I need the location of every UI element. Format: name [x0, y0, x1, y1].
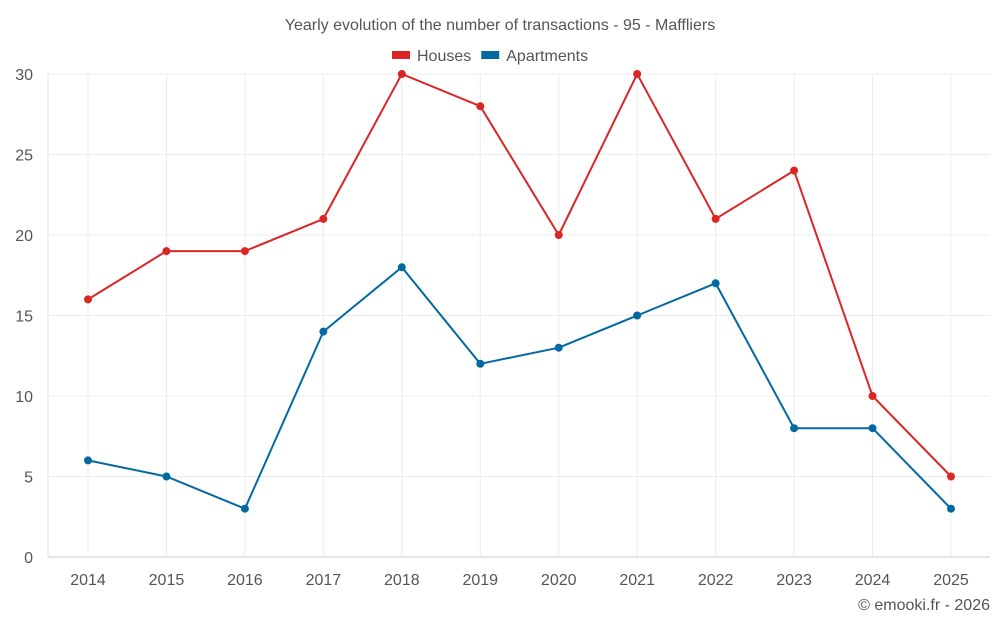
y-tick-label: 25	[15, 148, 33, 165]
legend-label-houses: Houses	[417, 48, 471, 65]
data-point-houses	[790, 166, 799, 175]
x-tick-label: 2015	[149, 572, 185, 589]
x-tick-label: 2024	[855, 572, 891, 589]
credit-text: © emooki.fr - 2026	[858, 597, 990, 614]
data-point-apartments	[397, 263, 406, 272]
series-line-houses	[87, 71, 952, 478]
data-point-apartments	[790, 424, 799, 433]
data-point-houses	[397, 70, 406, 78]
x-tick-label: 2020	[541, 572, 577, 589]
data-point-apartments	[868, 424, 877, 433]
y-tick-label: 5	[24, 470, 33, 487]
series-group	[84, 70, 955, 513]
data-point-apartments	[476, 359, 485, 368]
grid	[47, 73, 990, 558]
data-point-houses	[84, 295, 92, 304]
x-tick-label: 2014	[70, 572, 106, 589]
data-point-houses	[633, 70, 642, 78]
legend-swatch-apartments	[481, 51, 500, 59]
series-line-apartments	[87, 265, 952, 510]
data-point-apartments	[947, 504, 955, 513]
data-point-houses	[868, 392, 877, 400]
x-tick-label: 2019	[462, 572, 498, 589]
x-tick-label: 2016	[227, 572, 263, 589]
data-point-houses	[319, 214, 328, 223]
data-point-houses	[711, 214, 720, 223]
data-point-apartments	[633, 311, 642, 320]
legend-label-apartments: Apartments	[506, 48, 588, 65]
data-point-houses	[947, 472, 955, 481]
x-tick-label: 2022	[698, 572, 734, 589]
x-tick-label: 2021	[619, 572, 655, 589]
data-point-apartments	[162, 472, 171, 481]
data-point-apartments	[711, 279, 720, 288]
legend-swatch-houses	[392, 51, 410, 59]
data-point-apartments	[319, 327, 328, 336]
data-point-houses	[162, 247, 171, 256]
x-tick-label: 2023	[776, 572, 812, 589]
y-tick-label: 15	[15, 309, 33, 326]
y-tick-label: 30	[15, 67, 33, 84]
data-point-houses	[476, 102, 485, 111]
y-tick-label: 10	[15, 389, 33, 406]
chart-title: Yearly evolution of the number of transa…	[285, 17, 715, 34]
y-tick-label: 0	[24, 550, 33, 567]
data-point-houses	[240, 247, 249, 256]
x-tick-label: 2017	[306, 572, 342, 589]
x-tick-label: 2025	[933, 572, 969, 589]
x-tick-label: 2018	[384, 572, 420, 589]
data-point-apartments	[240, 504, 249, 513]
y-tick-label: 20	[15, 228, 33, 245]
data-point-apartments	[554, 343, 563, 352]
data-point-apartments	[84, 456, 92, 465]
legend: Houses Apartments	[392, 48, 588, 65]
data-point-houses	[554, 231, 563, 239]
